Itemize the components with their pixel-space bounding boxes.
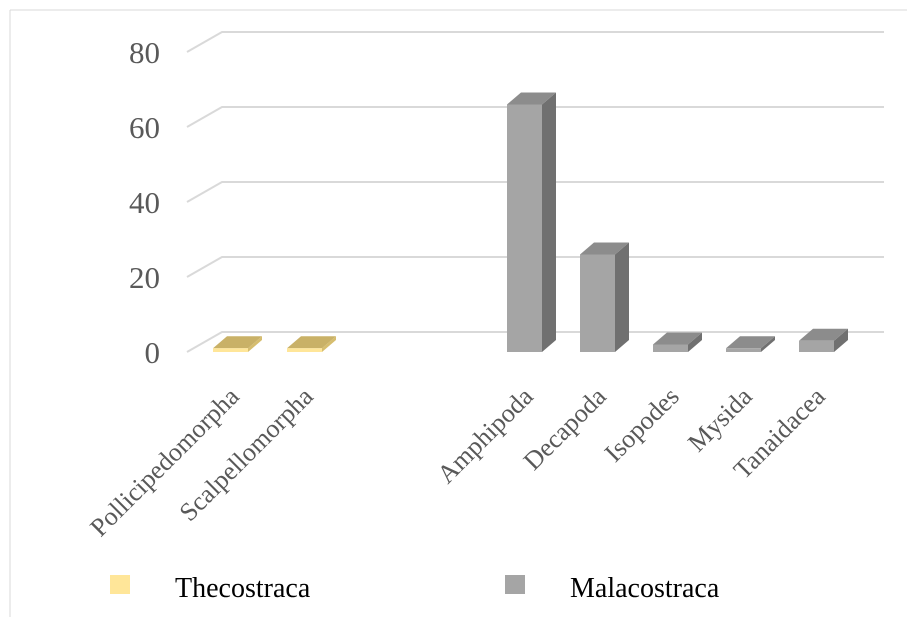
bar-side bbox=[248, 336, 262, 352]
gridline bbox=[186, 106, 884, 128]
bar-front bbox=[287, 348, 322, 352]
gridline bbox=[186, 31, 884, 53]
gridline bbox=[186, 256, 884, 278]
y-tick-label: 20 bbox=[129, 260, 160, 295]
bar-top bbox=[507, 92, 556, 105]
bar-side bbox=[834, 328, 848, 352]
bar-front bbox=[726, 348, 761, 352]
bar-thecostraca-1 bbox=[287, 336, 336, 352]
bar-side bbox=[688, 332, 702, 352]
bar-front bbox=[213, 348, 248, 352]
bar-top bbox=[287, 336, 336, 349]
bar-top bbox=[580, 242, 629, 255]
bar-malacostraca-5 bbox=[653, 332, 702, 352]
y-tick-label: 60 bbox=[129, 110, 160, 145]
bar-malacostraca-7 bbox=[799, 328, 848, 352]
bar-top bbox=[653, 332, 702, 345]
category-label: Amphipoda bbox=[431, 381, 539, 489]
legend-label: Thecostraca bbox=[175, 573, 311, 604]
y-tick-label: 0 bbox=[145, 335, 161, 370]
category-label: Scalpellomorpha bbox=[174, 381, 319, 526]
bar-side bbox=[542, 92, 556, 352]
legend-swatch bbox=[505, 575, 525, 594]
bar-side bbox=[615, 242, 629, 352]
bar-front bbox=[580, 254, 615, 352]
bar-side bbox=[761, 336, 775, 352]
bar-malacostraca-6 bbox=[726, 336, 775, 352]
bar-thecostraca-0 bbox=[213, 336, 262, 352]
gridline bbox=[186, 181, 884, 203]
y-tick-label: 80 bbox=[129, 35, 160, 70]
legend-swatch bbox=[110, 575, 130, 594]
bar-top bbox=[726, 336, 775, 349]
bar-malacostraca-4 bbox=[580, 242, 629, 352]
bar-front bbox=[799, 340, 834, 352]
category-label: Isopodes bbox=[599, 382, 685, 468]
legend-label: Malacostraca bbox=[570, 573, 720, 604]
gridline bbox=[186, 331, 884, 353]
bar-top bbox=[799, 328, 848, 341]
bar-side bbox=[322, 336, 336, 352]
y-tick-label: 40 bbox=[129, 185, 160, 220]
bar-front bbox=[653, 344, 688, 352]
bar-top bbox=[213, 336, 262, 349]
bar-front bbox=[507, 104, 542, 352]
bar-malacostraca-3 bbox=[507, 92, 556, 352]
